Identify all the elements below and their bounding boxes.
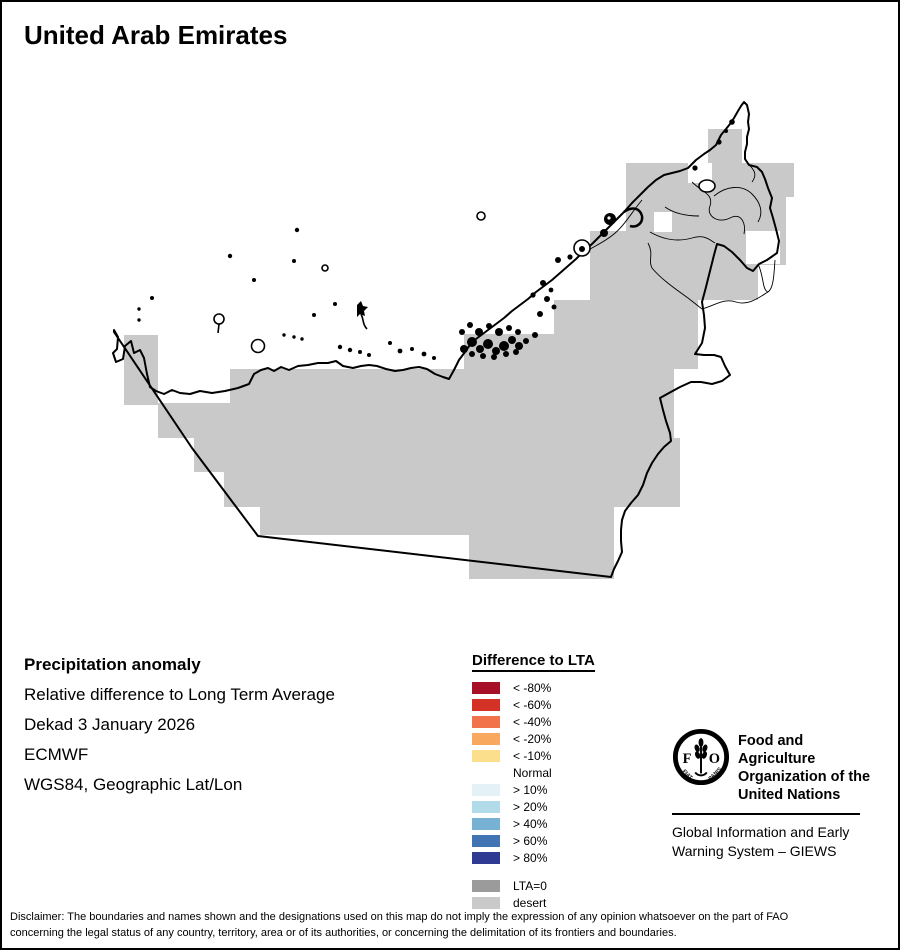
disclaimer-line-2: concerning the legal status of any count… (10, 927, 677, 939)
disclaimer: Disclaimer: The boundaries and names sho… (10, 909, 896, 941)
legend-label: > 20% (513, 799, 548, 814)
legend-label: > 60% (513, 833, 548, 848)
info-line-dekad: Dekad 3 January 2026 (24, 715, 196, 734)
uae-precipitation-map (112, 101, 794, 579)
legend-item: < -20% (472, 730, 595, 747)
legend-label: < -10% (513, 748, 552, 763)
legend-label: > 40% (513, 816, 548, 831)
legend-label: < -80% (513, 680, 552, 695)
wheat-icon (694, 738, 708, 777)
legend-label: > 10% (513, 782, 548, 797)
legend-item: < -80% (472, 679, 595, 696)
legend-swatch (472, 698, 500, 711)
legend-label: LTA=0 (513, 878, 547, 893)
legend-swatch (472, 715, 500, 728)
legend: Difference to LTA < -80% < -60% < -40% < -2… (472, 652, 595, 911)
legend-item: desert (472, 894, 595, 911)
fao-logo-letter-o: O (709, 751, 720, 767)
legend-item: > 80% (472, 849, 595, 866)
giews-line: Global Information and Early (672, 824, 850, 840)
legend-item: < -10% (472, 747, 595, 764)
legend-item: > 10% (472, 781, 595, 798)
fao-org-line: Food and Agriculture (738, 733, 816, 767)
info-heading: Precipitation anomaly (24, 655, 201, 674)
fao-logo-letter-f: F (683, 751, 692, 767)
desert-raster (124, 129, 794, 579)
islands (137, 119, 735, 360)
legend-item: < -60% (472, 696, 595, 713)
legend-swatch (472, 766, 500, 779)
giews-name: Global Information and Early Warning Sys… (672, 823, 872, 861)
fao-divider (672, 813, 860, 815)
legend-items: < -80% < -60% < -40% < -20% < -10% Normal > 10… (472, 679, 595, 866)
legend-swatch (472, 851, 500, 864)
legend-swatch (472, 896, 500, 909)
legend-item: < -40% (472, 713, 595, 730)
legend-swatch (472, 783, 500, 796)
legend-label: < -40% (513, 714, 552, 729)
disclaimer-line-1: Disclaimer: The boundaries and names sho… (10, 911, 789, 923)
legend-item: > 60% (472, 832, 595, 849)
giews-line: Warning System – GIEWS (672, 843, 837, 859)
fao-org-line: United Nations (738, 787, 841, 803)
legend-item: Normal (472, 764, 595, 781)
legend-swatch (472, 681, 500, 694)
fao-org-name: Food and Agriculture Organization of the… (738, 728, 872, 804)
legend-swatch (472, 879, 500, 892)
legend-label: < -20% (513, 731, 552, 746)
page-title: United Arab Emirates (24, 20, 288, 50)
legend-item: > 20% (472, 798, 595, 815)
legend-label: desert (513, 895, 547, 910)
legend-label: < -60% (513, 697, 552, 712)
fao-org-line: Organization of the (738, 769, 871, 785)
legend-item: LTA=0 (472, 877, 595, 894)
country-border (112, 101, 780, 578)
legend-extra-items: LTA=0 desert (472, 877, 595, 911)
info-line-source: ECMWF (24, 745, 89, 764)
legend-swatch (472, 817, 500, 830)
map-info-block: Precipitation anomaly Relative differenc… (24, 650, 335, 800)
legend-swatch (472, 834, 500, 847)
fao-giews-block: F O FIAT PANIS Food and Agriculture Orga… (672, 728, 872, 861)
legend-swatch (472, 732, 500, 745)
legend-label: > 80% (513, 850, 548, 865)
legend-swatch (472, 749, 500, 762)
legend-title: Difference to LTA (472, 652, 595, 672)
info-line-projection: WGS84, Geographic Lat/Lon (24, 775, 243, 794)
legend-item: > 40% (472, 815, 595, 832)
fao-logo-icon: F O FIAT PANIS (672, 728, 730, 786)
legend-swatch (472, 800, 500, 813)
info-line-method: Relative difference to Long Term Average (24, 685, 335, 704)
legend-label: Normal (513, 765, 552, 780)
